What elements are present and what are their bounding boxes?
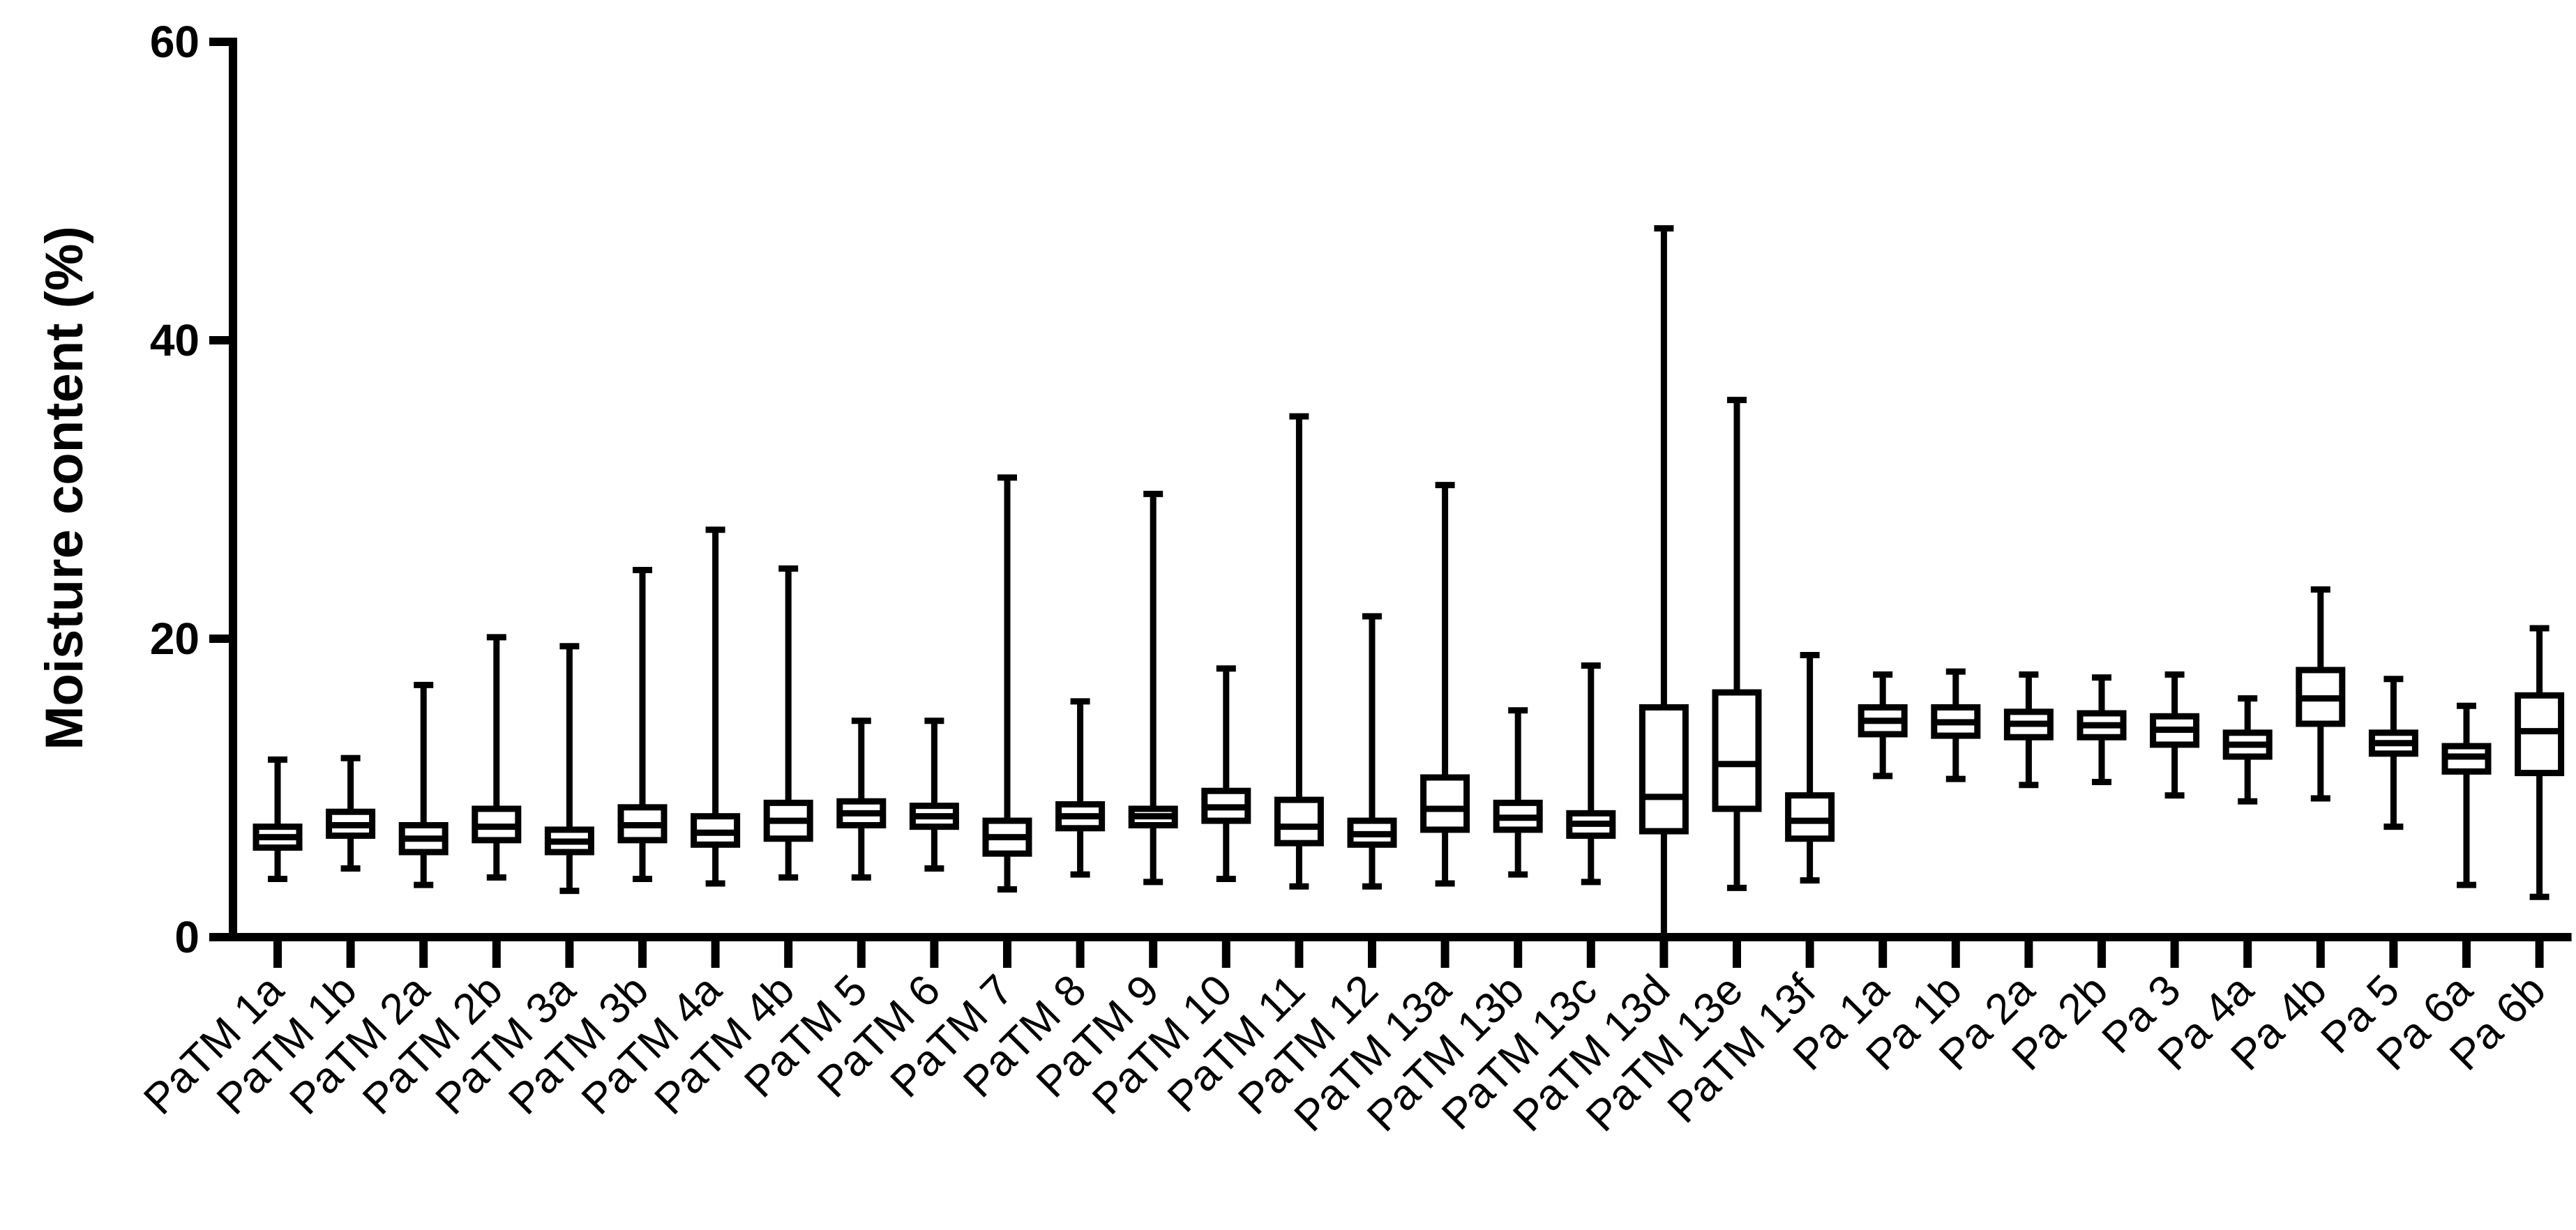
box-pa-5 <box>2368 676 2418 830</box>
y-tick-label: 20 <box>150 614 199 664</box>
box-patm-12 <box>1347 613 1397 890</box>
box-series <box>253 225 2565 941</box>
box-patm-13d <box>1639 225 1689 941</box>
box-patm-11 <box>1274 413 1324 890</box>
y-axis: 0 20 40 60 <box>150 17 237 962</box>
box-patm-1a <box>253 756 303 883</box>
box-patm-3a <box>544 643 594 895</box>
box-pa-6b <box>2515 625 2565 900</box>
iqr-box <box>1274 796 1324 846</box>
box-patm-10 <box>1201 665 1251 883</box>
y-tick-label: 40 <box>150 315 199 365</box>
box-patm-13f <box>1785 652 1835 884</box>
box-patm-13c <box>1566 662 1616 886</box>
box-patm-2a <box>398 681 449 888</box>
box-pa-4a <box>2222 695 2273 805</box>
box-pa-6a <box>2441 702 2492 888</box>
iqr-box <box>1785 792 1835 842</box>
box-patm-4a <box>691 526 741 887</box>
box-patm-1b <box>326 754 376 872</box>
box-patm-2b <box>472 634 522 881</box>
y-tick-label: 60 <box>150 17 199 67</box>
box-pa-2b <box>2077 674 2127 785</box>
box-pa-2a <box>2003 671 2054 789</box>
box-pa-1a <box>1858 671 1908 780</box>
iqr-box <box>1639 704 1689 835</box>
box-patm-13e <box>1712 397 1762 891</box>
iqr-box <box>1712 689 1762 812</box>
iqr-box <box>1420 774 1470 833</box>
box-patm-6 <box>909 718 959 872</box>
y-axis-label: Moisture content (%) <box>35 226 94 750</box>
box-pa-4b <box>2296 586 2346 802</box>
box-patm-9 <box>1128 490 1178 886</box>
box-patm-13b <box>1493 707 1543 878</box>
box-pa-3 <box>2150 671 2200 799</box>
box-patm-8 <box>1055 698 1106 878</box>
box-patm-13a <box>1420 482 1470 887</box>
box-patm-5 <box>836 718 887 881</box>
box-patm-3b <box>617 567 668 883</box>
box-patm-7 <box>982 474 1032 893</box>
box-pa-1b <box>1931 668 1981 782</box>
box-patm-4b <box>763 565 813 881</box>
y-tick-label: 0 <box>174 912 199 962</box>
